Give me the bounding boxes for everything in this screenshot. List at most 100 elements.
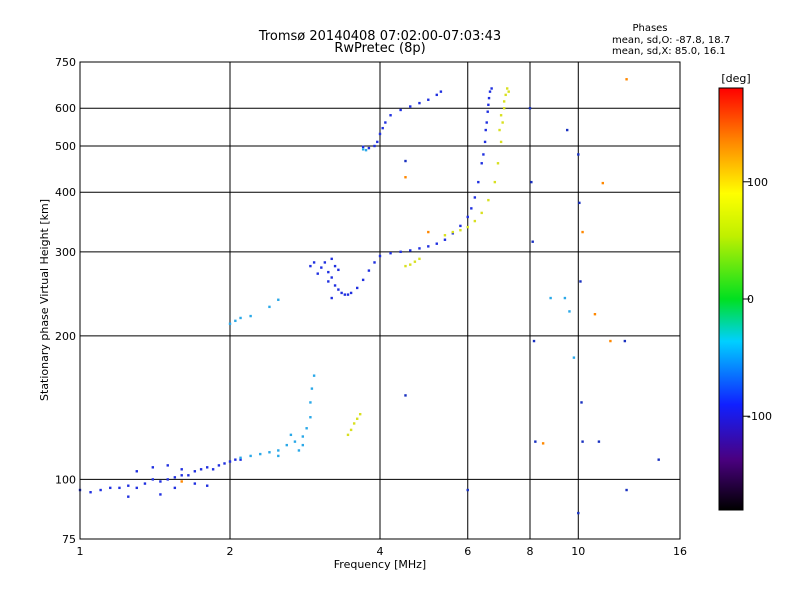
data-point <box>409 105 412 108</box>
data-point <box>223 462 226 465</box>
data-point <box>427 245 430 248</box>
data-point <box>289 433 293 437</box>
x-tick-label: 10 <box>571 545 585 558</box>
data-point <box>451 230 455 234</box>
data-point <box>435 93 438 97</box>
data-point <box>143 482 147 485</box>
y-tick-label: 200 <box>55 330 76 343</box>
data-point <box>259 452 262 456</box>
colorbar-ticks: 100 0 -100 <box>743 176 772 423</box>
data-point <box>473 196 477 199</box>
data-point <box>367 146 371 150</box>
data-point <box>135 486 138 490</box>
phases-heading: Phases <box>632 23 667 34</box>
data-point <box>316 272 319 275</box>
data-point <box>297 449 301 452</box>
axis-ticks: 1 2 4 6 8 10 16 75 100 200 300 400 500 600 750 <box>55 56 687 558</box>
y-tick-label: 500 <box>55 140 76 153</box>
data-point <box>135 470 138 473</box>
data-point <box>568 310 571 313</box>
data-point <box>381 126 384 130</box>
data-point <box>399 108 402 112</box>
y-tick-label: 400 <box>55 186 76 199</box>
data-point <box>151 466 155 469</box>
data-point <box>418 247 421 250</box>
data-point <box>483 140 487 144</box>
grid-lines <box>80 62 680 539</box>
data-point <box>151 478 155 481</box>
x-tick-label: 4 <box>377 545 384 558</box>
data-point <box>439 90 443 93</box>
data-point <box>205 484 209 487</box>
colorbar-tick-label: -100 <box>747 410 772 423</box>
data-points <box>78 78 660 515</box>
data-point <box>493 180 497 184</box>
data-point <box>239 456 242 459</box>
data-point <box>389 252 392 255</box>
data-point <box>409 263 412 266</box>
data-point <box>480 211 483 215</box>
chart-subtitle: RwPretec (8p) <box>334 41 425 56</box>
data-point <box>482 153 485 156</box>
data-point <box>399 250 402 254</box>
data-point <box>505 87 509 90</box>
data-point <box>193 470 197 473</box>
data-point <box>404 159 407 163</box>
data-point <box>409 249 412 252</box>
colorbar-label: [deg] <box>721 72 750 85</box>
data-point <box>466 225 469 229</box>
data-point <box>127 495 130 498</box>
data-point <box>180 474 183 477</box>
data-point <box>418 101 421 105</box>
data-point <box>109 486 112 490</box>
data-point <box>581 440 584 443</box>
data-point <box>309 416 312 419</box>
data-point <box>277 298 280 301</box>
data-point <box>499 140 503 144</box>
data-point <box>333 284 337 287</box>
x-axis-label: Frequency [MHz] <box>334 558 426 571</box>
data-point <box>487 96 491 100</box>
data-point <box>435 242 438 245</box>
data-point <box>531 240 534 243</box>
data-point <box>239 316 242 320</box>
data-point <box>373 261 376 264</box>
data-point <box>173 476 177 479</box>
data-point <box>364 148 368 152</box>
data-point <box>578 201 581 205</box>
data-point <box>389 114 392 117</box>
data-point <box>361 148 365 151</box>
data-point <box>367 269 371 272</box>
data-point <box>625 78 628 81</box>
plot-area-frame <box>79 61 681 540</box>
data-point <box>361 278 365 282</box>
data-point <box>337 268 340 272</box>
data-point <box>330 296 333 300</box>
data-point <box>487 103 490 107</box>
data-point <box>205 466 209 469</box>
data-point <box>323 261 327 264</box>
data-point <box>486 110 489 113</box>
data-point <box>451 232 455 235</box>
data-point <box>343 293 347 296</box>
data-point <box>459 224 462 228</box>
data-point <box>488 90 492 93</box>
data-point <box>268 451 271 454</box>
x-tick-label: 2 <box>227 545 234 558</box>
data-point <box>427 230 430 234</box>
data-point <box>159 493 162 496</box>
data-point <box>166 478 169 481</box>
data-point <box>384 121 387 124</box>
data-point <box>355 286 359 290</box>
data-point <box>187 474 190 477</box>
data-point <box>466 215 469 219</box>
data-point <box>333 264 337 268</box>
data-point <box>217 464 221 467</box>
data-point <box>234 319 237 323</box>
colorbar <box>718 87 744 511</box>
data-point <box>378 254 382 258</box>
data-point <box>180 480 183 483</box>
data-point <box>404 394 407 397</box>
data-point <box>549 296 552 300</box>
